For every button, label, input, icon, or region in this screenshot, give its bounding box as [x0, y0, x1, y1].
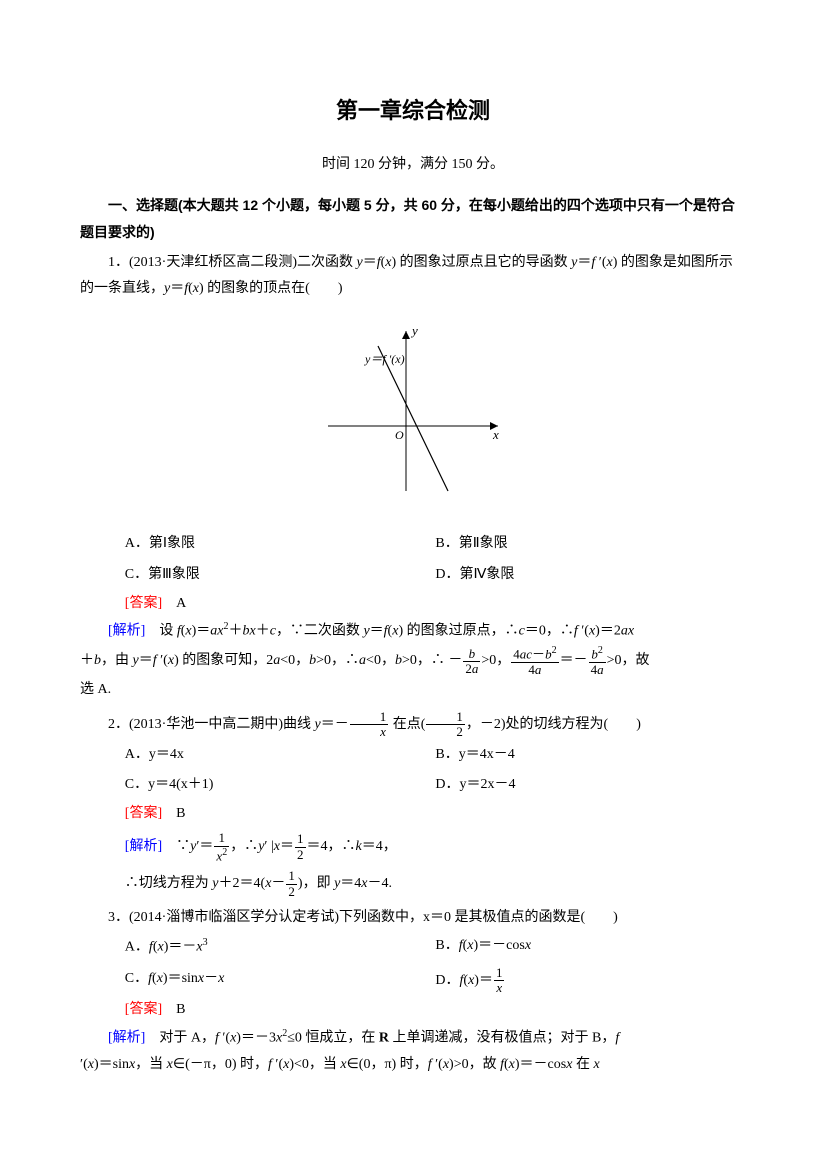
q1-opt-a: A．第Ⅰ象限 [125, 529, 436, 560]
q2-answer-value: B [176, 806, 185, 821]
q2-options: A．y＝4x B．y＝4x－4 C．y＝4(x＋1) D．y＝2x－4 [80, 740, 746, 801]
q3-answer: [答案] B [80, 997, 746, 1024]
q3-analysis-1: [解析] 对于 A，f ′(x)＝－3x2≤0 恒成立，在 R 上单调递减，没有… [80, 1024, 746, 1052]
section-1-heading: 一、选择题(本大题共 12 个小题，每小题 5 分，共 60 分，在每小题给出的… [80, 192, 746, 245]
answer-label: [答案] [125, 596, 162, 611]
q2-opt-c: C．y＝4(x＋1) [125, 770, 436, 801]
q1-opt-d: D．第Ⅳ象限 [435, 560, 746, 591]
q1-analysis-3: 选 A. [80, 677, 746, 704]
q1-stem-mid1: 的图象过原点且它的导函数 [396, 255, 571, 270]
q3-stem: 3．(2014·淄博市临淄区学分认定考试)下列函数中，x＝0 是其极值点的函数是… [80, 905, 746, 932]
q2-answer: [答案] B [80, 801, 746, 828]
test-subtitle: 时间 120 分钟，满分 150 分。 [80, 152, 746, 179]
q1-graph: y＝f ′(x) y x O [80, 321, 746, 512]
q3-opt-c: C．f(x)＝sinx－x [125, 964, 436, 998]
q2-opt-a: A．y＝4x [125, 740, 436, 771]
q3-opt-a: A．f(x)＝－x3 [125, 931, 436, 963]
analysis-label: [解析] [108, 1030, 145, 1045]
derivative-graph-svg: y＝f ′(x) y x O [318, 321, 508, 501]
q1-answer-value: A [176, 596, 186, 611]
page-title: 第一章综合检测 [80, 90, 746, 132]
svg-text:x: x [492, 427, 499, 442]
q1-answer: [答案] A [80, 591, 746, 618]
q3-analysis-2: ′(x)＝sinx，当 x∈(－π，0) 时，f ′(x)<0，当 x∈(0，π… [80, 1052, 746, 1079]
q3-opt-b: B．f(x)＝－cosx [435, 931, 746, 963]
q2-stem: 2．(2013·华池一中高二期中)曲线 y＝－1x 在点(12，－2)处的切线方… [80, 710, 746, 740]
q1-opt-c: C．第Ⅲ象限 [125, 560, 436, 591]
answer-label: [答案] [125, 806, 162, 821]
q1-stem-tail: 的图象的顶点在( ) [204, 281, 343, 296]
q1-stem-prefix: 1．(2013·天津红桥区高二段测)二次函数 [108, 255, 357, 270]
q1-analysis-1: [解析] 设 f(x)＝ax2＋bx＋c，∵二次函数 y＝f(x) 的图象过原点… [80, 617, 746, 645]
q1-opt-b: B．第Ⅱ象限 [435, 529, 746, 560]
svg-text:O: O [395, 428, 404, 442]
q1-stem: 1．(2013·天津红桥区高二段测)二次函数 y＝f(x) 的图象过原点且它的导… [80, 250, 746, 303]
svg-text:y＝f ′(x): y＝f ′(x) [364, 352, 405, 366]
q2-opt-b: B．y＝4x－4 [435, 740, 746, 771]
q1-analysis-2: ＋b，由 y＝f ′(x) 的图象可知，2a<0，b>0，∴a<0，b>0，∴ … [80, 645, 746, 677]
svg-text:y: y [410, 323, 418, 338]
q3-answer-value: B [176, 1002, 185, 1017]
q2-analysis-2: ∴切线方程为 y＋2＝4(x－12)，即 y＝4x－4. [80, 869, 746, 899]
analysis-label: [解析] [108, 624, 145, 639]
q3-opt-d: D．f(x)＝1x [435, 964, 746, 998]
analysis-label: [解析] [125, 839, 162, 854]
answer-label: [答案] [125, 1002, 162, 1017]
q2-opt-d: D．y＝2x－4 [435, 770, 746, 801]
q3-options: A．f(x)＝－x3 B．f(x)＝－cosx C．f(x)＝sinx－x D．… [80, 931, 746, 997]
q2-analysis-1: [解析] ∵y′＝1x2，∴y′ |x＝12＝4，∴k＝4， [80, 831, 746, 863]
q1-options: A．第Ⅰ象限 B．第Ⅱ象限 C．第Ⅲ象限 D．第Ⅳ象限 [80, 529, 746, 590]
